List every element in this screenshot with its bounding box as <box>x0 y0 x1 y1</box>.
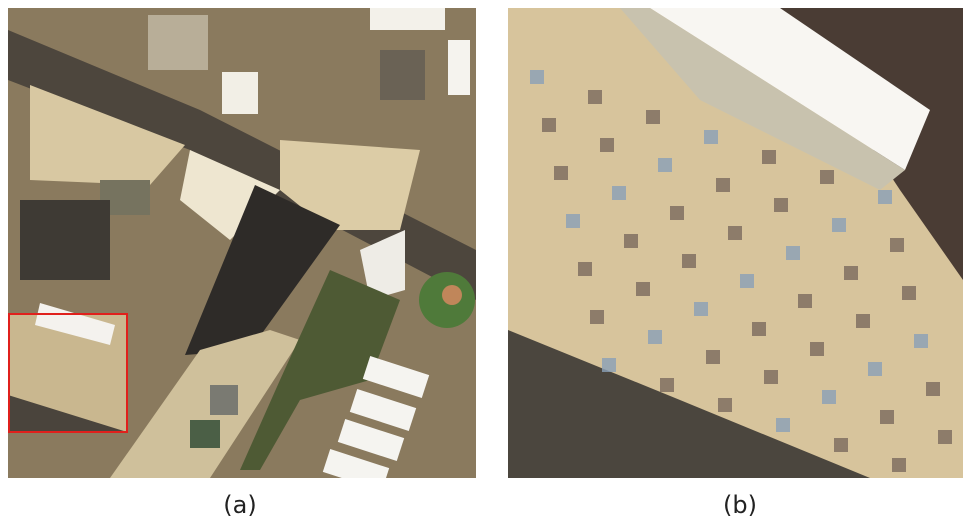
aircraft <box>764 370 778 384</box>
aircraft <box>902 286 916 300</box>
aircraft <box>600 138 614 152</box>
aircraft <box>588 90 602 104</box>
satellite-image-a <box>8 8 476 491</box>
aircraft <box>716 178 730 192</box>
caption: (a) <box>223 491 256 519</box>
aircraft <box>728 226 742 240</box>
aircraft <box>530 70 544 84</box>
aircraft <box>752 322 766 336</box>
figure: (a) (b) <box>0 0 963 521</box>
aircraft <box>658 158 672 172</box>
aircraft <box>706 350 720 364</box>
aircraft <box>820 170 834 184</box>
aircraft <box>648 330 662 344</box>
aircraft <box>914 334 928 348</box>
aircraft <box>786 246 800 260</box>
aircraft <box>938 430 952 444</box>
aircraft <box>578 262 592 276</box>
aircraft <box>694 302 708 316</box>
aircraft <box>810 342 824 356</box>
aircraft <box>660 378 674 392</box>
aircraft <box>624 234 638 248</box>
aircraft <box>774 198 788 212</box>
satellite-image-b <box>508 8 963 478</box>
aircraft <box>798 294 812 308</box>
aircraft <box>844 266 858 280</box>
aircraft <box>776 418 790 432</box>
aircraft <box>890 238 904 252</box>
aircraft <box>682 254 696 268</box>
aircraft <box>892 458 906 472</box>
aircraft <box>740 274 754 288</box>
aircraft <box>646 110 660 124</box>
aircraft <box>926 382 940 396</box>
aircraft <box>636 282 650 296</box>
aircraft <box>602 358 616 372</box>
aircraft <box>834 438 848 452</box>
aircraft <box>670 206 684 220</box>
aircraft <box>880 410 894 424</box>
aircraft <box>590 310 604 324</box>
aircraft <box>718 398 732 412</box>
aircraft <box>856 314 870 328</box>
aircraft <box>612 186 626 200</box>
aircraft <box>868 362 882 376</box>
aircraft <box>878 190 892 204</box>
aircraft <box>554 166 568 180</box>
aircraft <box>832 218 846 232</box>
aircraft <box>566 214 580 228</box>
aircraft <box>822 390 836 404</box>
aircraft <box>704 130 718 144</box>
aircraft <box>762 150 776 164</box>
aircraft <box>542 118 556 132</box>
caption: (b) <box>723 491 757 519</box>
